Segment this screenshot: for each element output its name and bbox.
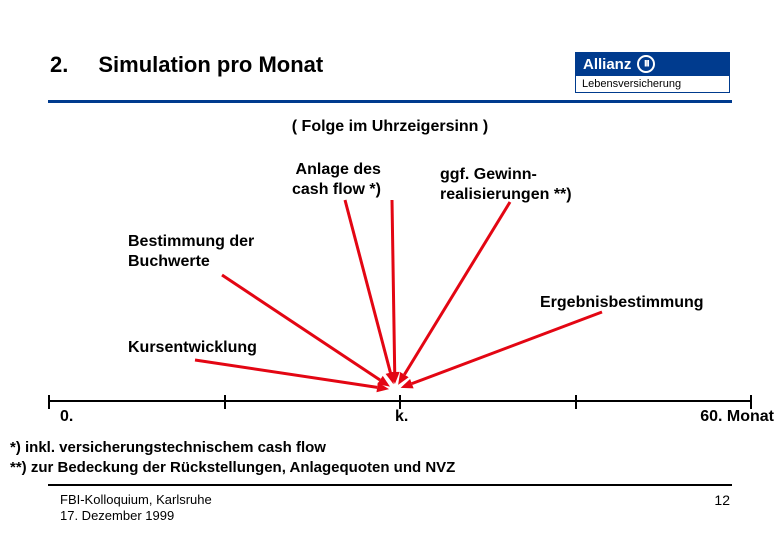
label-anlage: Anlage des cash flow *) — [292, 160, 381, 200]
brand-name: Allianz — [583, 56, 631, 73]
footnote-2: **) zur Bedeckung der Rückstellungen, An… — [10, 458, 455, 478]
label-gewinn-l2: realisierungen **) — [440, 185, 572, 205]
brand-subtitle: Lebensversicherung — [575, 76, 730, 93]
timeline-start: 0. — [60, 408, 73, 426]
label-bestimmung-l2: Buchwerte — [128, 252, 254, 272]
timeline-axis — [48, 400, 750, 402]
footer-location: FBI-Kolloquium, Karlsruhe — [60, 492, 212, 508]
label-kurs: Kursentwicklung — [128, 338, 257, 358]
brand-logo: Allianz Lebensversicherung — [575, 52, 730, 93]
page-number: 12 — [714, 492, 730, 525]
header-divider — [48, 100, 732, 103]
label-anlage-l1: Anlage des — [292, 160, 381, 180]
label-bestimmung-l1: Bestimmung der — [128, 232, 254, 252]
footnote-1: *) inkl. versicherungstechnischem cash f… — [10, 438, 455, 458]
label-ergebnis: Ergebnisbestimmung — [540, 293, 704, 313]
timeline-mid: k. — [395, 408, 408, 426]
brand-icon — [637, 55, 655, 73]
timeline-end: 60. Monat — [700, 408, 774, 426]
label-bestimmung: Bestimmung der Buchwerte — [128, 232, 254, 272]
footer: FBI-Kolloquium, Karlsruhe 17. Dezember 1… — [60, 492, 730, 525]
label-gewinn: ggf. Gewinn- realisierungen **) — [440, 165, 572, 205]
page-title: Simulation pro Monat — [98, 52, 575, 78]
label-gewinn-l1: ggf. Gewinn- — [440, 165, 572, 185]
subtitle: ( Folge im Uhrzeigersinn ) — [0, 118, 780, 136]
section-number: 2. — [50, 52, 68, 78]
footer-divider — [48, 484, 732, 486]
footer-date: 17. Dezember 1999 — [60, 508, 212, 524]
label-anlage-l2: cash flow *) — [292, 180, 381, 200]
footnotes: *) inkl. versicherungstechnischem cash f… — [10, 438, 455, 477]
timeline — [48, 400, 750, 402]
